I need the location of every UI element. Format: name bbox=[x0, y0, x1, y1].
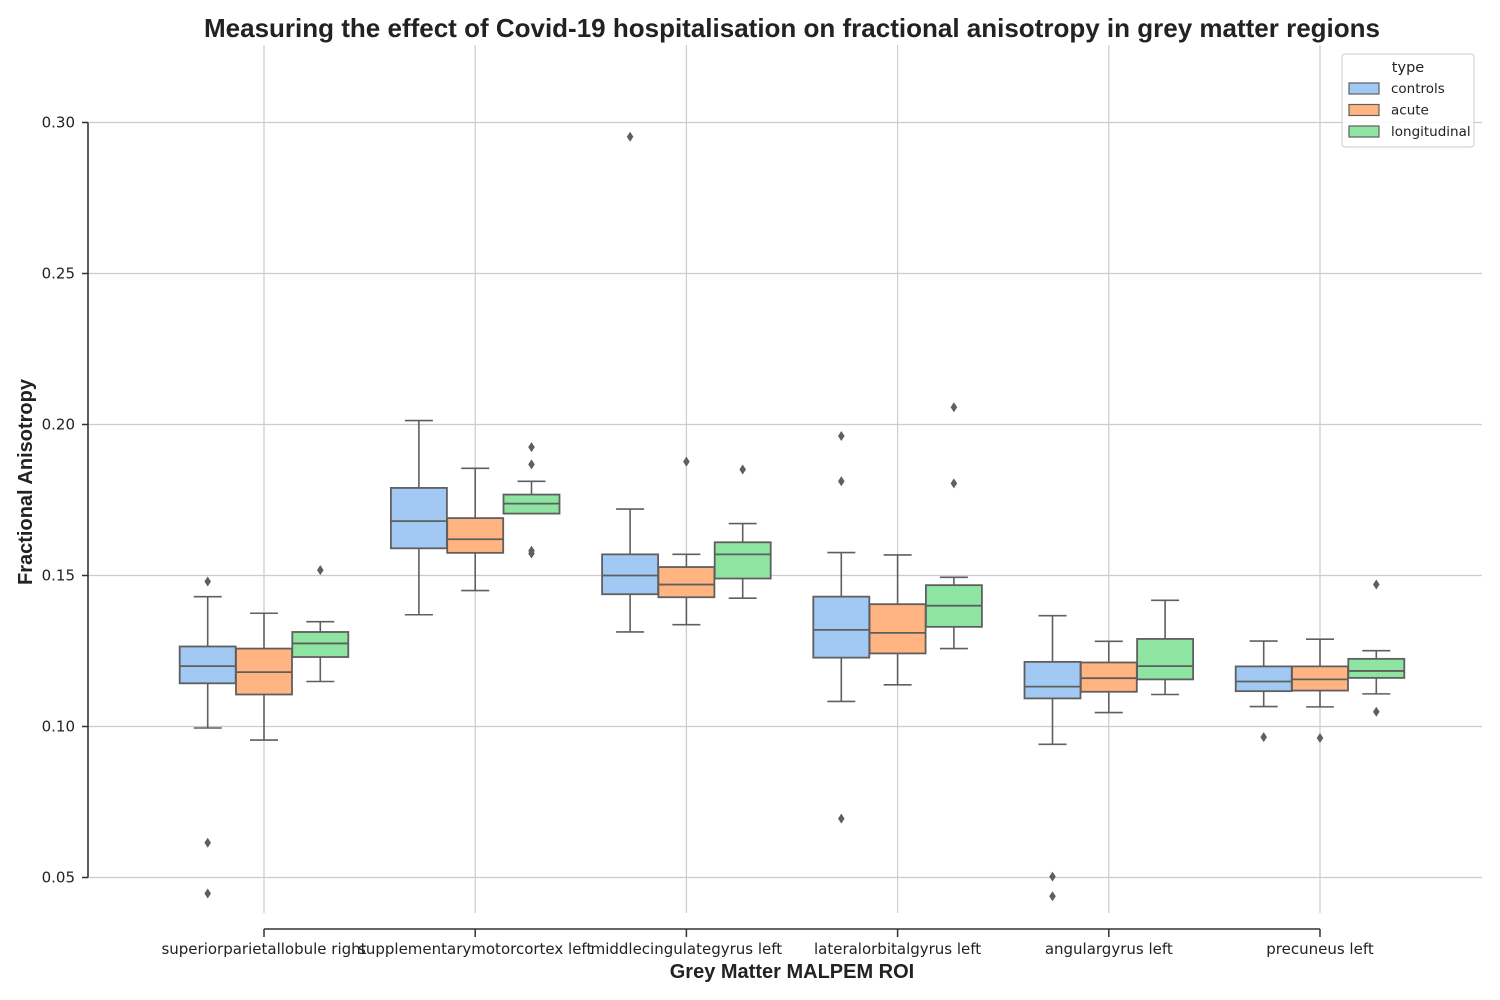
outlier-point bbox=[528, 442, 535, 453]
legend-label-controls: controls bbox=[1391, 81, 1445, 97]
box-acute bbox=[1291, 638, 1349, 743]
box-body bbox=[657, 566, 716, 599]
outlier-point bbox=[1316, 732, 1324, 743]
box-acute bbox=[235, 612, 293, 741]
box-controls bbox=[1023, 614, 1082, 902]
box-body bbox=[291, 631, 350, 658]
box-body bbox=[1023, 660, 1082, 700]
box-controls bbox=[812, 430, 871, 824]
box-body bbox=[389, 487, 448, 550]
chart-title: Measuring the effect of Covid-19 hospita… bbox=[204, 13, 1380, 43]
outlier-point bbox=[1049, 891, 1056, 902]
legend-label-acute: acute bbox=[1391, 103, 1429, 119]
outlier-point bbox=[1049, 871, 1056, 882]
outlier-point bbox=[1373, 579, 1380, 590]
box-longitudinal bbox=[925, 402, 983, 650]
legend-swatch-longitudinal bbox=[1348, 125, 1380, 138]
x-tick-label: supplementarymotorcortex left bbox=[358, 940, 592, 958]
box-body bbox=[1136, 638, 1194, 681]
box-body bbox=[812, 595, 871, 659]
outlier-point bbox=[950, 478, 958, 489]
box-body bbox=[713, 541, 772, 580]
box-acute bbox=[446, 467, 505, 592]
box-body bbox=[601, 553, 659, 596]
legend-swatch-controls bbox=[1348, 82, 1380, 95]
outlier-point bbox=[1260, 732, 1267, 743]
legend-swatch-acute bbox=[1348, 103, 1380, 117]
axes: 0.05 0.10 0.15 0.20 0.25 0.30 superiorparietal… bbox=[42, 114, 1374, 959]
box-body bbox=[1079, 661, 1138, 693]
box-longitudinal bbox=[1347, 579, 1406, 717]
y-tick-label: 0.20 bbox=[42, 416, 75, 434]
box-body bbox=[1291, 665, 1349, 692]
grid bbox=[88, 45, 1482, 913]
outlier-point bbox=[317, 565, 324, 576]
box-longitudinal bbox=[291, 565, 350, 683]
box-controls bbox=[601, 131, 659, 633]
y-tick-label: 0.15 bbox=[42, 567, 75, 585]
y-tick-label: 0.05 bbox=[42, 869, 75, 887]
outlier-point bbox=[204, 888, 211, 899]
outlier-point bbox=[950, 402, 958, 413]
box-acute bbox=[657, 456, 716, 626]
x-tick-label: precuneus left bbox=[1266, 940, 1374, 958]
outlier-point bbox=[838, 476, 845, 487]
x-tick-label: middlecingulategyrus left bbox=[591, 940, 783, 958]
x-tick-label: superiorparietallobule right bbox=[161, 940, 366, 958]
legend-frame bbox=[1341, 53, 1475, 148]
outlier-point bbox=[838, 430, 845, 441]
box-acute bbox=[1079, 640, 1138, 714]
x-tick-label: lateralorbitalgyrus left bbox=[814, 940, 981, 958]
outlier-point bbox=[838, 813, 845, 824]
outlier-point bbox=[1373, 706, 1380, 717]
x-axis-label: Grey Matter MALPEM ROI bbox=[670, 961, 914, 983]
box-body bbox=[178, 645, 237, 685]
outlier-point bbox=[626, 131, 634, 142]
outlier-point bbox=[204, 837, 211, 848]
x-tick-label: angulargyrus left bbox=[1045, 940, 1173, 958]
outlier-point bbox=[528, 459, 535, 470]
legend-title: type bbox=[1392, 60, 1424, 76]
boxes bbox=[178, 131, 1406, 902]
box-controls bbox=[1234, 640, 1293, 743]
box-body bbox=[446, 517, 505, 554]
box-longitudinal bbox=[1136, 599, 1194, 696]
outlier-point bbox=[528, 548, 535, 559]
box-controls bbox=[178, 576, 237, 899]
y-axis-label: Fractional Anisotropy bbox=[15, 378, 37, 585]
outlier-point bbox=[683, 456, 690, 467]
legend-label-longitudinal: longitudinal bbox=[1391, 124, 1471, 140]
box-body bbox=[1347, 657, 1406, 679]
box-controls bbox=[389, 419, 448, 616]
box-body bbox=[1234, 665, 1293, 693]
outlier-point bbox=[204, 576, 211, 587]
legend: type controls acute longitudinal bbox=[1341, 53, 1475, 148]
box-longitudinal bbox=[502, 442, 561, 559]
y-tick-label: 0.10 bbox=[42, 718, 75, 736]
box-acute bbox=[868, 554, 927, 686]
outlier-point bbox=[739, 464, 746, 475]
y-tick-label: 0.30 bbox=[42, 114, 75, 132]
box-body bbox=[868, 603, 927, 655]
y-tick-label: 0.25 bbox=[42, 265, 75, 283]
box-longitudinal bbox=[713, 464, 772, 599]
